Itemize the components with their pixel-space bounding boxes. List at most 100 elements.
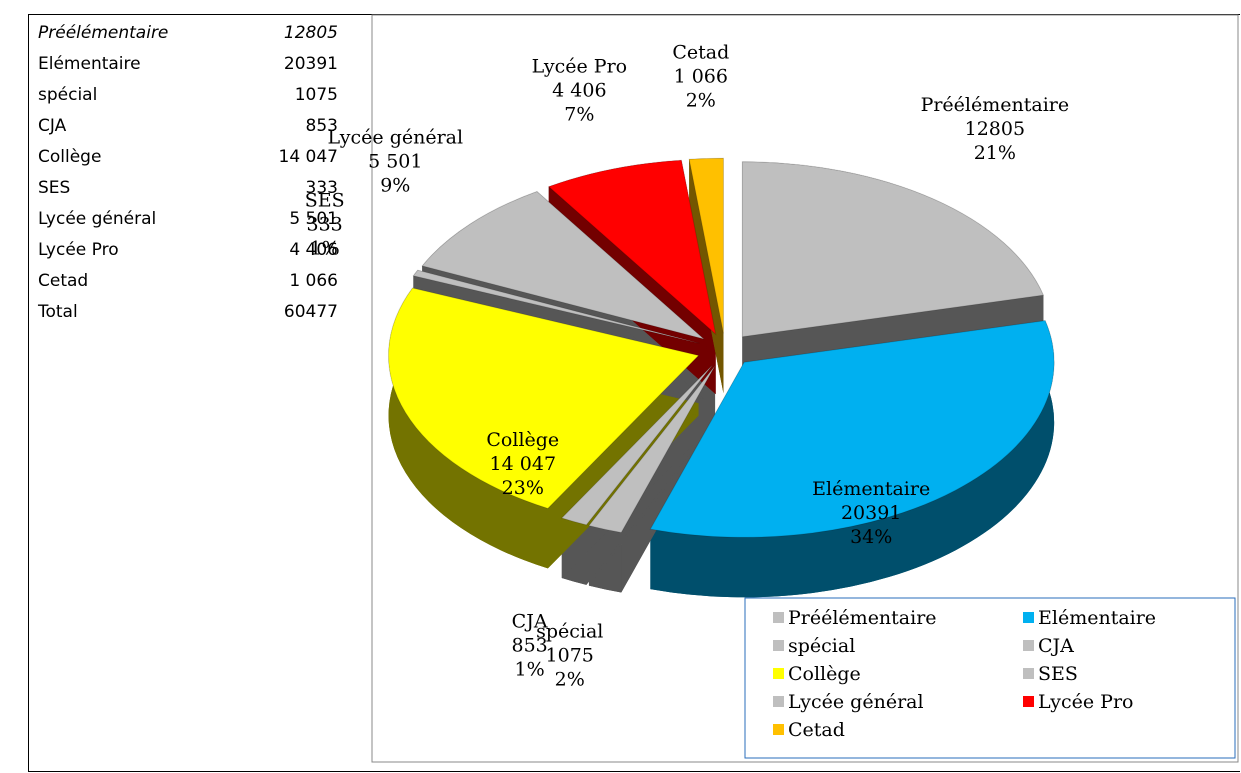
data-label: Préélémentaire 12805 21%: [921, 94, 1070, 164]
data-label-line: 1%: [310, 237, 340, 259]
cell-label: Elémentaire: [38, 54, 141, 74]
table-row: Collège 14 047: [38, 142, 338, 173]
cell-value: 333: [305, 178, 338, 198]
data-label-line: 34%: [850, 526, 892, 548]
data-label-line: Collège: [486, 429, 559, 451]
cell-value: 1 066: [289, 271, 338, 291]
legend-label: Elémentaire: [1038, 607, 1156, 629]
legend-swatch: [773, 612, 784, 623]
cell-value: 853: [305, 116, 338, 136]
data-table: Préélémentaire 12805 Elémentaire 20391 spéci…: [38, 18, 338, 328]
pie-slice: [388, 287, 700, 510]
slice-edge: [689, 159, 724, 394]
data-label-line: 12805: [965, 118, 1025, 140]
legend-label: Préélémentaire: [788, 607, 937, 629]
data-label-line: 7%: [564, 103, 594, 125]
cell-value: 60477: [283, 302, 338, 322]
data-label-line: 2%: [555, 669, 585, 691]
pie-slice: [560, 364, 713, 526]
cell-label: Cetad: [38, 271, 89, 291]
legend-label: Collège: [788, 663, 861, 685]
data-label-line: 2%: [686, 90, 716, 112]
legend-label: Cetad: [788, 719, 845, 741]
legend-label: Lycée Pro: [1038, 691, 1134, 713]
legend-swatch: [1023, 612, 1034, 623]
cell-label: Total: [38, 302, 78, 322]
legend-swatch: [1023, 640, 1034, 651]
legend-swatch: [1023, 696, 1034, 707]
pie-slice: [688, 157, 724, 334]
cell-label: CJA: [38, 116, 67, 136]
cell-value: 20391: [283, 54, 338, 74]
data-label-line: 853: [511, 635, 547, 657]
slice-side: [650, 320, 1055, 598]
data-label-line: 1 066: [674, 66, 728, 88]
pie-slice: [547, 159, 717, 336]
data-label-line: 1%: [515, 659, 545, 681]
data-label-line: 14 047: [490, 453, 556, 475]
cell-value: 4 406: [289, 240, 338, 260]
data-label: Lycée général 5 501 9%: [328, 126, 464, 196]
slice-side: [388, 287, 548, 569]
cell-label: Lycée général: [38, 209, 157, 229]
legend-label: CJA: [1038, 635, 1074, 657]
cell-label: spécial: [38, 85, 98, 105]
legend-swatch: [773, 724, 784, 735]
data-label-line: Elémentaire: [812, 478, 930, 500]
data-label-line: 1075: [546, 645, 594, 667]
cell-label: Lycée Pro: [38, 240, 119, 260]
data-label: spécial 1075 2%: [536, 621, 603, 691]
pie-slice: [741, 161, 1045, 338]
pie-slice: [588, 365, 716, 534]
data-label-line: 4 406: [552, 79, 606, 101]
data-label-line: CJA: [512, 611, 548, 633]
data-label-line: spécial: [536, 621, 603, 643]
table-row: Cetad 1 066: [38, 266, 338, 297]
data-label-line: Lycée Pro: [532, 55, 628, 77]
legend-swatch: [773, 696, 784, 707]
legend-swatch: [773, 640, 784, 651]
data-label-line: 333: [307, 213, 343, 235]
legend-box: [744, 597, 1236, 759]
legend-label: Lycée général: [788, 691, 924, 713]
cell-value: 5 501: [289, 209, 338, 229]
legend-swatch: [773, 668, 784, 679]
cell-label: Collège: [38, 147, 102, 167]
table-row: Elémentaire 20391: [38, 49, 338, 80]
table-row: Lycée général 5 501: [38, 204, 338, 235]
table-row: Préélémentaire 12805: [38, 18, 338, 49]
data-label: CJA 853 1%: [511, 611, 547, 681]
legend-label: spécial: [788, 635, 855, 657]
data-label-line: 23%: [502, 477, 544, 499]
table-row: CJA 853: [38, 111, 338, 142]
data-label-line: Préélémentaire: [921, 94, 1070, 116]
data-label: SES 333 1%: [305, 189, 345, 259]
legend-swatch: [1023, 668, 1034, 679]
table-row: Total 60477: [38, 297, 338, 328]
legend-label: SES: [1038, 663, 1078, 685]
data-label-line: 9%: [380, 174, 410, 196]
cell-value: 14 047: [278, 147, 338, 167]
table-row: SES 333: [38, 173, 338, 204]
data-label-line: SES: [305, 189, 345, 211]
cell-label: Préélémentaire: [38, 23, 169, 43]
cell-label: SES: [38, 178, 71, 198]
data-label-line: 20391: [841, 502, 901, 524]
data-label: Collège 14 047 23%: [486, 429, 559, 499]
data-label-line: 5 501: [368, 150, 422, 172]
data-label-line: Cetad: [672, 42, 729, 64]
pie-slice: [421, 190, 705, 340]
cell-value: 12805: [283, 23, 338, 43]
table-row: spécial 1075: [38, 80, 338, 111]
table-row: Lycée Pro 4 406: [38, 235, 338, 266]
data-label: Cetad 1 066 2%: [672, 42, 729, 112]
pie-slice: [412, 269, 700, 344]
data-label-line: 21%: [974, 142, 1016, 164]
cell-value: 1075: [294, 85, 338, 105]
data-label: Elémentaire 20391 34%: [812, 478, 930, 548]
data-label-line: Lycée général: [328, 126, 464, 148]
data-label: Lycée Pro 4 406 7%: [532, 55, 628, 125]
pie-slice: [649, 320, 1055, 538]
